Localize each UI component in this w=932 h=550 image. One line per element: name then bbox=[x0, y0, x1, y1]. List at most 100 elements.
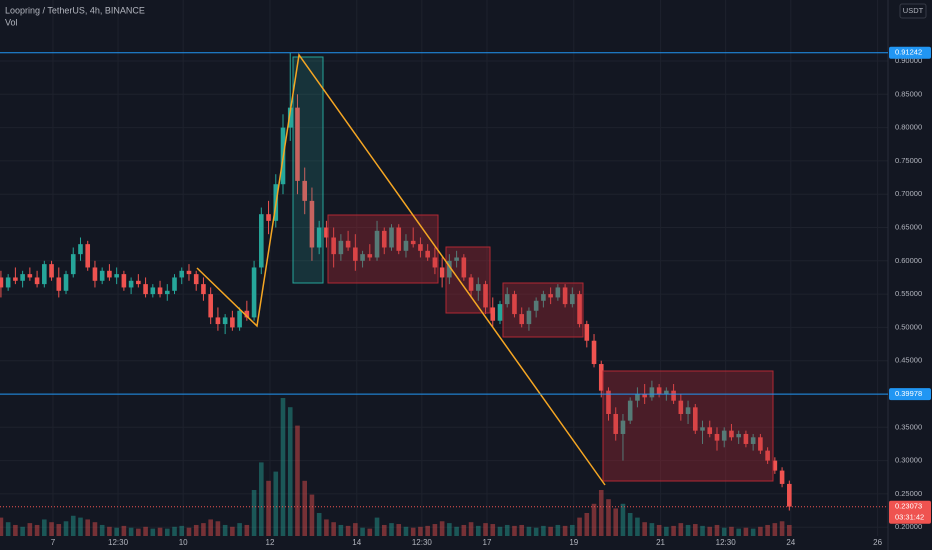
candle-body bbox=[678, 400, 684, 414]
candle-body bbox=[338, 240, 344, 255]
y-tick-label: 0.25000 bbox=[895, 489, 922, 498]
volume-bar bbox=[157, 527, 163, 536]
candle-body bbox=[772, 460, 778, 471]
candle-body bbox=[642, 394, 647, 398]
x-tick-label: 12:30 bbox=[716, 538, 737, 547]
candle-body bbox=[0, 277, 4, 288]
candle-body bbox=[562, 287, 568, 305]
volume-bar bbox=[215, 521, 221, 536]
drawings bbox=[196, 53, 774, 486]
candle-body bbox=[519, 314, 524, 325]
volume-bar bbox=[295, 425, 300, 536]
volume-bar bbox=[121, 525, 127, 536]
volume-bar bbox=[721, 527, 727, 536]
volume-bar bbox=[403, 526, 409, 536]
volume-bar bbox=[208, 519, 213, 536]
candle-body bbox=[671, 390, 676, 401]
candle-body bbox=[345, 240, 351, 248]
candle-body bbox=[396, 227, 402, 251]
candle-body bbox=[548, 294, 553, 298]
candle-body bbox=[34, 277, 40, 285]
candle-body bbox=[736, 433, 741, 438]
volume-bar bbox=[765, 524, 770, 536]
candle-body bbox=[121, 274, 127, 288]
candle-body bbox=[150, 287, 156, 295]
candle-body bbox=[591, 340, 597, 365]
candle-body bbox=[403, 240, 409, 251]
y-tick-label: 0.90000 bbox=[895, 56, 922, 65]
candle-body bbox=[504, 294, 510, 305]
candle-body bbox=[721, 430, 727, 441]
y-tick-label: 0.75000 bbox=[895, 156, 922, 165]
candle-body bbox=[107, 270, 112, 278]
x-tick-label: 21 bbox=[656, 538, 665, 547]
x-tick-label: 10 bbox=[179, 538, 188, 547]
candle-body bbox=[287, 107, 293, 128]
last-price-label: 0.23073 bbox=[895, 502, 922, 511]
volume-bar bbox=[642, 522, 647, 536]
candle-body bbox=[685, 407, 691, 414]
volume-bar bbox=[504, 524, 510, 536]
volume-bar bbox=[483, 523, 488, 536]
volume-bar bbox=[671, 525, 676, 536]
volume-bar bbox=[186, 527, 192, 536]
volume-bar bbox=[193, 524, 199, 536]
candle-body bbox=[490, 307, 496, 321]
volume-bar bbox=[27, 523, 33, 536]
volume-bar bbox=[201, 523, 206, 536]
volume-bar bbox=[410, 527, 416, 536]
candle-body bbox=[70, 254, 76, 275]
candle-body bbox=[157, 287, 163, 295]
volume-bar bbox=[114, 527, 119, 536]
volume-bar bbox=[222, 524, 228, 536]
volume-bar bbox=[591, 503, 597, 536]
volume-bar bbox=[779, 521, 785, 536]
price-label-box bbox=[889, 46, 931, 59]
volume-bar bbox=[259, 462, 264, 536]
candle-body bbox=[179, 270, 185, 278]
volume-bar bbox=[5, 522, 11, 536]
candle-body bbox=[743, 433, 749, 444]
currency: USDT bbox=[903, 6, 924, 15]
volume-bar bbox=[266, 480, 271, 536]
x-tick-label: 19 bbox=[569, 538, 578, 547]
candle-body bbox=[439, 267, 445, 278]
y-tick-label: 0.20000 bbox=[895, 522, 922, 531]
candle-body bbox=[27, 274, 33, 278]
volume-bar bbox=[360, 527, 365, 536]
candle-body bbox=[244, 310, 250, 318]
volume-bar bbox=[533, 527, 539, 536]
volume-bar bbox=[490, 524, 496, 536]
y-tick-label: 0.65000 bbox=[895, 222, 922, 231]
time-axis-bg bbox=[0, 536, 932, 550]
candle-body bbox=[266, 214, 271, 221]
candle-body bbox=[164, 290, 170, 295]
price-label: 0.91242 bbox=[895, 48, 922, 57]
x-tick-label: 12:30 bbox=[108, 538, 129, 547]
volume-bar bbox=[150, 528, 156, 536]
candle-body bbox=[222, 317, 228, 325]
trend-line bbox=[196, 53, 606, 486]
volume-bar bbox=[729, 526, 734, 536]
candle-body bbox=[193, 274, 199, 285]
candle-body bbox=[136, 280, 141, 285]
x-tick-label: 24 bbox=[786, 538, 795, 547]
volume-bar bbox=[13, 524, 18, 536]
volume-bar bbox=[287, 407, 293, 536]
x-tick-label: 12 bbox=[266, 538, 275, 547]
volume-bar bbox=[42, 519, 47, 536]
candle-body bbox=[750, 437, 756, 444]
candle-body bbox=[664, 390, 669, 395]
countdown-label: 03:31:42 bbox=[895, 513, 924, 522]
volume-bar bbox=[20, 526, 25, 536]
volume-bar bbox=[374, 517, 380, 536]
y-tick-label: 0.30000 bbox=[895, 456, 922, 465]
candle-body bbox=[656, 387, 662, 395]
volume-bar bbox=[49, 522, 54, 536]
candle-body bbox=[729, 430, 734, 438]
candle-body bbox=[526, 310, 532, 325]
volume-bar bbox=[338, 524, 344, 536]
range-box bbox=[327, 214, 439, 284]
candle-body bbox=[92, 267, 98, 281]
volume-bar bbox=[548, 526, 553, 536]
